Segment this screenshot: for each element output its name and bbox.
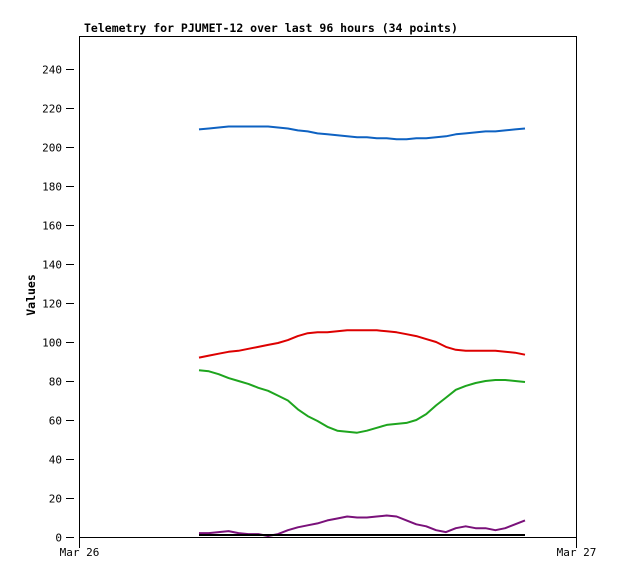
y-axis-title: Values: [24, 274, 38, 316]
y-tick-label: 20: [49, 493, 62, 506]
y-tick-label: 60: [49, 415, 62, 428]
y-tick-label: 240: [42, 64, 62, 77]
chart-title: Telemetry for PJUMET-12 over last 96 hou…: [84, 21, 458, 35]
series-blue-line: [198, 125, 526, 141]
y-tick-label: 200: [42, 142, 62, 155]
y-tick-label: 120: [42, 298, 62, 311]
y-tick-label: 180: [42, 181, 62, 194]
series-purple-line: [199, 514, 526, 537]
series-red-line: [198, 329, 526, 359]
x-tick-label-mar26: Mar 26: [59, 546, 100, 559]
y-tick-label: 100: [42, 337, 62, 350]
y-tick-label: 140: [42, 259, 62, 272]
series-green-line: [198, 369, 526, 434]
y-tick-label: 220: [42, 103, 62, 116]
y-tick-label: 80: [49, 376, 62, 389]
y-tick-label: 0: [55, 532, 62, 545]
x-tick-label-mar27: Mar 27: [556, 546, 597, 559]
plot-frame: [79, 36, 577, 538]
y-tick-label: 160: [42, 220, 62, 233]
y-tick-label: 40: [49, 454, 62, 467]
